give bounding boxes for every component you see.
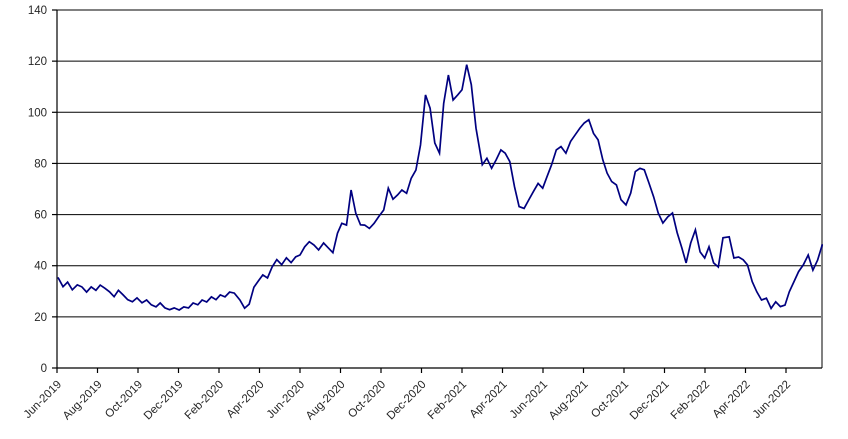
x-axis-tick-label: Dec-2020	[385, 379, 429, 423]
x-axis-tick-label: Jun-2020	[265, 379, 307, 421]
x-axis-tick-label: Jun-2021	[508, 379, 550, 421]
x-axis-tick-label: Oct-2020	[346, 379, 388, 421]
y-axis-tick-label: 20	[34, 312, 47, 324]
x-axis-tick-label: Aug-2019	[61, 379, 105, 423]
y-axis-tick-label: 80	[34, 158, 47, 170]
x-axis-tick-label: Dec-2021	[628, 379, 672, 423]
y-axis-tick-label: 60	[34, 210, 47, 222]
x-axis-tick-label: Aug-2021	[547, 379, 591, 423]
x-axis-tick-label: Feb-2020	[183, 379, 226, 422]
x-axis-tick-label: Apr-2022	[711, 379, 753, 421]
y-axis-tick-label: 140	[28, 5, 47, 17]
x-axis-tick-label: Apr-2021	[468, 379, 510, 421]
x-axis-tick-label: Apr-2020	[225, 379, 267, 421]
y-axis-tick-label: 40	[34, 261, 47, 273]
x-axis-tick-label: Jun-2019	[22, 379, 64, 421]
x-axis-tick-label: Jun-2022	[751, 379, 793, 421]
x-axis-tick-label: Oct-2021	[589, 379, 631, 421]
y-axis-tick-label: 120	[28, 56, 47, 68]
x-axis-tick-label: Dec-2019	[142, 379, 186, 423]
y-axis-tick-label: 0	[41, 363, 47, 375]
x-axis-tick-label: Aug-2020	[304, 379, 348, 423]
series-line	[57, 64, 824, 311]
x-axis-tick-label: Feb-2022	[669, 379, 712, 422]
y-axis-tick-label: 100	[28, 107, 47, 119]
x-axis-tick-label: Feb-2021	[426, 379, 469, 422]
x-axis-tick-label: Oct-2019	[103, 379, 145, 421]
